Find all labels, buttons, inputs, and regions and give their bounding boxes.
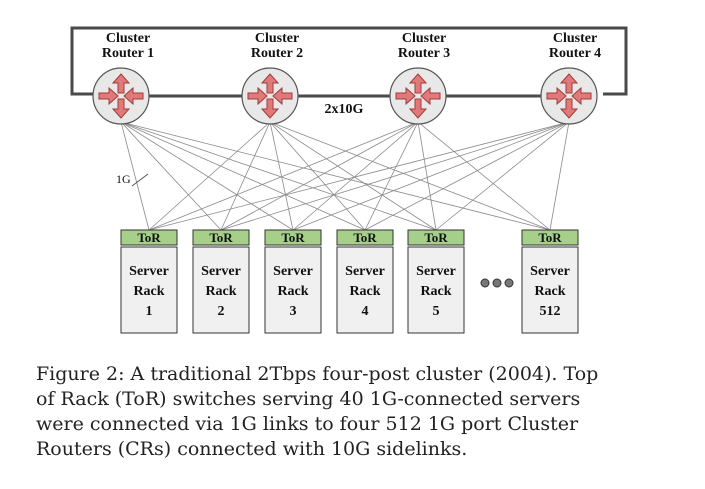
server-rack-3: ToR Server Rack 3 bbox=[265, 230, 321, 333]
router-label-line1: Cluster bbox=[553, 31, 597, 46]
rack-label-line: Rack bbox=[205, 284, 236, 299]
router-label-line1: Cluster bbox=[402, 31, 446, 46]
rack-label-line: Rack bbox=[277, 284, 308, 299]
server-rack-1: ToR Server Rack 1 bbox=[121, 230, 177, 333]
tor-label: ToR bbox=[353, 230, 377, 245]
rack-label-line: Rack bbox=[133, 284, 164, 299]
uplinks bbox=[121, 122, 569, 230]
uplink bbox=[221, 122, 270, 230]
rack-label-line: Rack bbox=[349, 284, 380, 299]
tor-label: ToR bbox=[209, 230, 233, 245]
router-icon bbox=[541, 68, 597, 124]
server-rack-2: ToR Server Rack 2 bbox=[193, 230, 249, 333]
rack-label-line: Server bbox=[530, 264, 570, 279]
rack-label-line: Server bbox=[345, 264, 385, 279]
caption-line: Routers (CRs) connected with 10G sidelin… bbox=[36, 437, 676, 462]
caption-line: were connected via 1G links to four 512 … bbox=[36, 412, 676, 437]
tor-label: ToR bbox=[538, 230, 562, 245]
rack-label-line: Server bbox=[416, 264, 456, 279]
router-label-line2: Router 2 bbox=[251, 46, 303, 61]
uplink bbox=[121, 122, 365, 230]
uplink-label-tick bbox=[132, 174, 148, 186]
cluster-router-2: Cluster Router 2 bbox=[242, 31, 303, 124]
uplink-label: 1G bbox=[116, 172, 131, 186]
uplink bbox=[418, 122, 436, 230]
tor-label: ToR bbox=[137, 230, 161, 245]
router-icon bbox=[93, 68, 149, 124]
rack-label-line: 1 bbox=[146, 304, 153, 319]
more-racks-ellipsis bbox=[481, 279, 513, 287]
rack-label-line: Server bbox=[201, 264, 241, 279]
cluster-router-1: Cluster Router 1 bbox=[93, 31, 154, 124]
cluster-router-3: Cluster Router 3 bbox=[390, 31, 450, 124]
router-label-line2: Router 1 bbox=[102, 46, 154, 61]
tor-label: ToR bbox=[424, 230, 448, 245]
uplink bbox=[121, 122, 550, 230]
rack-label-line: 512 bbox=[540, 304, 561, 319]
uplink bbox=[149, 122, 418, 230]
uplink bbox=[149, 122, 569, 230]
rack-label-line: 3 bbox=[290, 304, 297, 319]
uplink bbox=[436, 122, 569, 230]
figure-caption: Figure 2: A traditional 2Tbps four-post … bbox=[36, 362, 676, 462]
rack-label-line: Server bbox=[273, 264, 313, 279]
rack-label-line: 5 bbox=[433, 304, 440, 319]
router-ring-link bbox=[72, 28, 626, 94]
server-rack-4: ToR Server Rack 4 bbox=[337, 230, 393, 333]
uplink bbox=[121, 122, 293, 230]
uplink bbox=[418, 122, 550, 230]
cluster-router-4: Cluster Router 4 bbox=[541, 31, 601, 124]
rack-label-line: 4 bbox=[362, 304, 369, 319]
tor-label: ToR bbox=[281, 230, 305, 245]
server-rack-5: ToR Server Rack 5 bbox=[408, 230, 464, 333]
rack-label-line: Server bbox=[129, 264, 169, 279]
uplink bbox=[550, 122, 569, 230]
router-label-line2: Router 3 bbox=[398, 46, 450, 61]
router-icon bbox=[390, 68, 446, 124]
caption-line: Figure 2: A traditional 2Tbps four-post … bbox=[36, 362, 676, 387]
router-icon bbox=[242, 68, 298, 124]
sidelink-label: 2x10G bbox=[325, 102, 364, 117]
cluster-diagram: Cluster Router 1 Cluster Router 2 Cluste… bbox=[0, 0, 705, 350]
uplink bbox=[121, 122, 221, 230]
rack-label-line: 2 bbox=[218, 304, 225, 319]
rack-label-line: Rack bbox=[420, 284, 451, 299]
router-label-line1: Cluster bbox=[255, 31, 299, 46]
rack-label-line: Rack bbox=[534, 284, 565, 299]
router-label-line2: Router 4 bbox=[549, 46, 601, 61]
router-label-line1: Cluster bbox=[106, 31, 150, 46]
caption-line: of Rack (ToR) switches serving 40 1G-con… bbox=[36, 387, 676, 412]
server-rack-512: ToR Server Rack 512 bbox=[522, 230, 578, 333]
